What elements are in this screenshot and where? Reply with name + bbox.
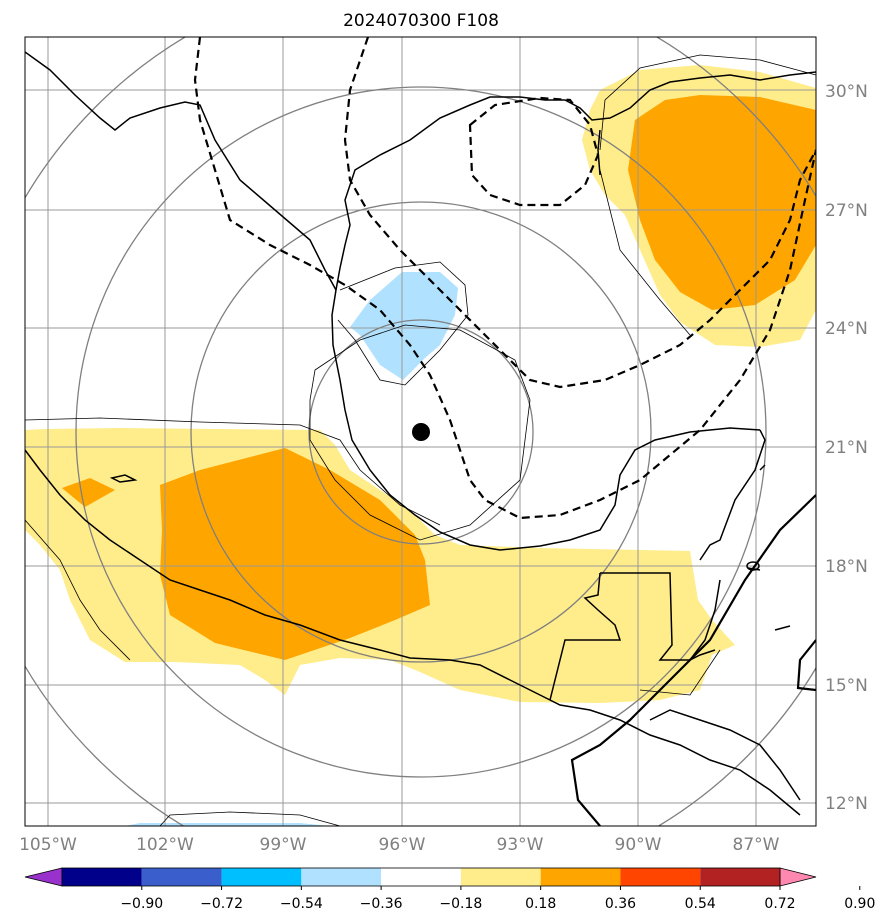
lon-label-87w: 87°W [733,835,780,855]
colorbar-tick-label: 0.36 [605,896,636,912]
solid-contour-east-2 [796,639,816,692]
colorbar-tick-label: 0.18 [525,896,556,912]
lat-label-27n: 27°N [825,201,868,221]
us-mexico-border [25,51,337,291]
lon-label-96w: 96°W [379,835,426,855]
lat-label-21n: 21°N [825,438,868,458]
colorbar-tick-label: −0.18 [439,896,482,912]
latitude-labels: 30°N 27°N 24°N 21°N 18°N 15°N 12°N [825,82,868,814]
colorbar-frame [61,867,781,887]
anomaly-field-light-blue [125,272,458,826]
colorbar-segment [381,868,461,886]
colorbar-segment [700,868,780,886]
florida-west-coast [597,129,601,176]
gulf-coast-texas [331,289,761,551]
honduras-nicaragua [649,709,801,801]
lon-label-99w: 99°W [260,835,307,855]
colorbar-segment [62,868,142,886]
anomaly-field-orange [62,95,816,660]
caribbean-coast-central-america [689,579,721,661]
orange-region-mexico [160,448,430,660]
blue-region-south-edge [125,823,330,826]
longitude-labels: 105°W 102°W 99°W 96°W 93°W 90°W 87°W [19,835,780,855]
guatemala-border [549,572,716,701]
colorbar-tick-label: 0.90 [844,896,875,912]
colorbar-segment [301,868,382,886]
lat-label-30n: 30°N [825,82,868,102]
lat-label-15n: 15°N [825,676,868,696]
lon-label-90w: 90°W [615,835,662,855]
storm-center-marker [412,423,430,441]
map-area [25,37,816,826]
colorbar-segment [460,868,541,886]
figure-title: 2024070300 F108 [343,11,499,31]
colorbar-extension-low [24,867,63,887]
lon-label-105w: 105°W [19,835,77,855]
colorbar-tick-label: −0.36 [360,896,403,912]
orange-region-gulf-northeast [628,95,816,310]
map-frame [24,36,817,827]
lat-label-18n: 18°N [825,557,868,577]
colorbar-tick-label: 0.54 [685,896,716,912]
orange-region-small [62,478,115,507]
islands [109,474,791,631]
baja-pacific-coast [25,449,801,816]
colorbar-tick-label: −0.72 [200,896,243,912]
colorbar-tick-label: 0.72 [764,896,795,912]
colorbar-tick-label: −0.54 [280,896,323,912]
lat-label-12n: 12°N [825,794,868,814]
colorbar-extension-high [779,867,817,887]
colorbar-tick-label: −0.90 [120,896,163,912]
colorbar-segment [221,868,302,886]
blue-region-texas-coast [350,272,458,380]
yucatan-peninsula [699,429,766,561]
colorbar-segment [141,868,222,886]
colorbar-segment [540,868,621,886]
solid-contour-east [570,494,816,826]
coastlines [25,51,816,816]
dashed-contours [193,37,816,520]
lon-label-93w: 93°W [497,835,544,855]
colorbar-segment [620,868,701,886]
range-rings [25,37,816,826]
lat-label-24n: 24°N [825,319,868,339]
thin-contours [25,54,816,826]
colorbar: −0.90 −0.72 −0.54 −0.36 −0.18 0.18 0.36 0.54 0.7… [24,867,875,912]
gulf-coast-north [335,71,816,291]
lon-label-102w: 102°W [136,835,194,855]
